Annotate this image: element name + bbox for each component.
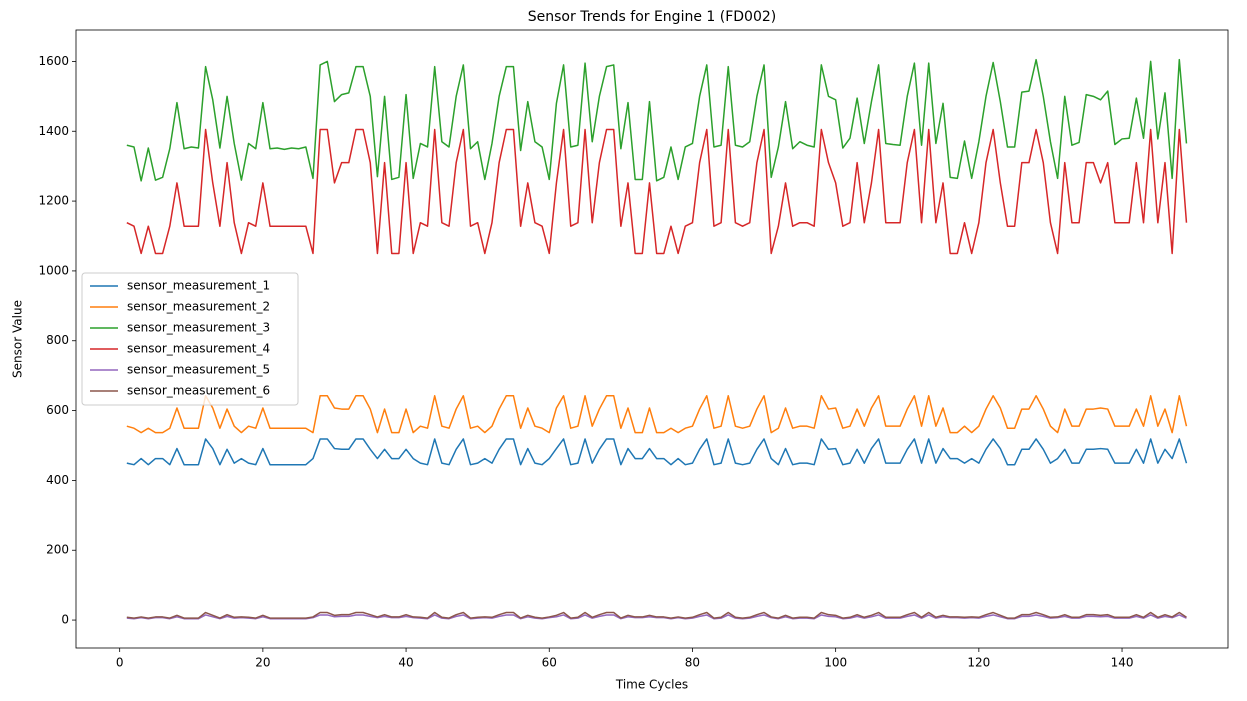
y-axis-label: Sensor Value — [11, 300, 25, 378]
legend-box — [81, 272, 299, 406]
y-tick-label: 1200 — [38, 194, 69, 208]
y-tick-label: 1600 — [38, 54, 69, 68]
legend-label: sensor_measurement_6 — [127, 384, 270, 398]
y-tick-label: 1400 — [38, 124, 69, 138]
series-line — [126, 58, 1188, 182]
y-tick-label: 800 — [46, 333, 69, 347]
x-tick-label: 60 — [542, 656, 557, 670]
x-tick-label: 100 — [824, 656, 847, 670]
chart-title: Sensor Trends for Engine 1 (FD002) — [528, 9, 776, 25]
x-tick-label: 40 — [398, 656, 413, 670]
y-tick-label: 600 — [46, 403, 69, 417]
x-tick-label: 80 — [685, 656, 700, 670]
legend: sensor_measurement_1 sensor_measurement_2… — [81, 272, 299, 406]
legend-label: sensor_measurement_2 — [127, 300, 270, 314]
series-line — [126, 611, 1187, 619]
legend-label: sensor_measurement_3 — [127, 321, 270, 335]
legend-label: sensor_measurement_1 — [127, 279, 270, 293]
y-tick-label: 1000 — [38, 263, 69, 277]
y-tick-label: 400 — [46, 473, 69, 487]
series-line — [126, 438, 1188, 466]
x-axis-label: Time Cycles — [615, 678, 688, 692]
x-tick-label: 120 — [967, 656, 990, 670]
y-tick-label: 0 — [61, 613, 69, 627]
legend-label: sensor_measurement_4 — [127, 342, 270, 356]
series-line — [126, 394, 1188, 434]
y-tick-label: 200 — [46, 543, 69, 557]
series-line — [126, 128, 1188, 255]
legend-label: sensor_measurement_5 — [127, 363, 270, 377]
plot-frame — [75, 29, 1229, 649]
x-tick-label: 140 — [1111, 656, 1134, 670]
x-tick-label: 0 — [116, 656, 124, 670]
x-tick-label: 20 — [255, 656, 270, 670]
